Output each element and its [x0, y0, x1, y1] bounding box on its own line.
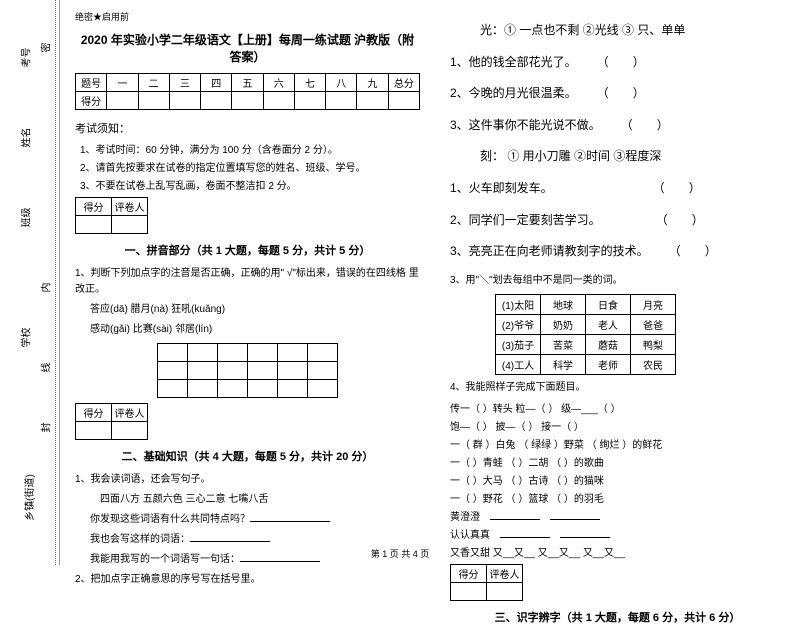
word-table: (1)太阳地球日食月亮 (2)爷爷奶奶老人爸爸 (3)茄子苦菜蘑菇鸭梨 (4)工… [495, 294, 676, 375]
th-6: 六 [263, 74, 294, 92]
seal-label-2: 线 [38, 363, 53, 373]
fill-5: 一（ ）大马 （ ）古诗 （ ）的猫咪 [450, 472, 785, 487]
page-footer: 第 1 页 共 4 页 [0, 547, 800, 560]
th-num: 题号 [76, 74, 107, 92]
marking-table-2: 得分评卷人 [75, 403, 148, 440]
section-2-title: 二、基础知识（共 4 大题，每题 5 分，共计 20 分） [75, 448, 420, 464]
th-7: 七 [294, 74, 325, 92]
ke-2: 2、同学们一定要刻苦学习。（ ） [450, 210, 785, 232]
exam-title: 2020 年实验小学二年级语文【上册】每周一练试题 沪教版（附答案） [75, 31, 420, 65]
q2-1-a: 你发现这些词语有什么共同特点吗？ [75, 512, 420, 528]
left-column: 绝密★启用前 2020 年实验小学二年级语文【上册】每周一练试题 沪教版（附答案… [75, 10, 435, 555]
answer-grid [157, 343, 338, 398]
dotted-line [55, 0, 56, 565]
fill-7: 黄澄澄 [450, 508, 785, 523]
marking-table-1: 得分评卷人 [75, 197, 148, 234]
notice-1: 1、考试时间：60 分钟，满分为 100 分（含卷面分 2 分）。 [75, 141, 420, 156]
margin-label-4: 学校 [18, 328, 33, 348]
seal-label-1: 内 [38, 283, 53, 293]
binding-margin: 考号 姓名 班级 学校 乡镇(街道) 内 线 封 密 [0, 0, 60, 565]
seal-label-3: 封 [38, 423, 53, 433]
guang-1: 1、他的钱全部花光了。（ ） [450, 52, 785, 74]
th-9: 九 [357, 74, 388, 92]
fill-3: 一（ 群 ）白兔 （ 绿绿 ）野菜 （ 绚烂 ）的鲜花 [450, 436, 785, 451]
margin-label-5: 乡镇(街道) [21, 474, 36, 521]
marking-table-3: 得分评卷人 [450, 564, 523, 601]
q1-text: 1、判断下列加点字的注音是否正确，正确的用" √"标出来，错误的在四线格 里改正… [75, 266, 420, 298]
fill-6: 一（ ）野花 （ ）篮球 （ ）的羽毛 [450, 490, 785, 505]
th-5: 五 [232, 74, 263, 92]
th-total: 总分 [388, 74, 419, 92]
seal-label-4: 密 [38, 43, 53, 53]
margin-label-3: 班级 [18, 208, 33, 228]
q1-words2: 感动(gǎi) 比赛(sài) 邻居(lín) [75, 322, 420, 338]
notice-3: 3、不要在试卷上乱写乱画，卷面不整洁扣 2 分。 [75, 177, 420, 192]
q2-1-b: 我也会写这样的词语： [75, 532, 420, 548]
score-table: 题号 一 二 三 四 五 六 七 八 九 总分 得分 [75, 73, 420, 110]
notice-2: 2、请首先按要求在试卷的指定位置填写您的姓名、班级、学号。 [75, 159, 420, 174]
section-3-title: 三、识字辨字（共 1 大题，每题 6 分，共计 6 分） [450, 609, 785, 625]
section-1-title: 一、拼音部分（共 1 大题，每题 5 分，共计 5 分） [75, 242, 420, 258]
q4: 4、我能照样子完成下面题目。 [450, 380, 785, 396]
ke-def: 刻： ① 用小刀雕 ②时间 ③程度深 [450, 146, 785, 168]
q3: 3、用"＼"划去每组中不是同一类的词。 [450, 273, 785, 289]
fill-4: 一（ ）青蛙 （ ）二胡 （ ）的歌曲 [450, 454, 785, 469]
notice-title: 考试须知： [75, 120, 420, 136]
fill-2: 饱—（ ） 披—（ ） 接一（ ） [450, 418, 785, 433]
score-row-label: 得分 [76, 92, 107, 110]
th-2: 二 [138, 74, 169, 92]
th-4: 四 [201, 74, 232, 92]
ke-3: 3、亮亮正在向老师请教刻字的技术。（ ） [450, 241, 785, 263]
q2-1-words: 四面八方 五颜六色 三心二意 七嘴八舌 [75, 492, 420, 508]
q2-1: 1、我会读词语，还会写句子。 [75, 472, 420, 488]
q1-words1: 答应(dā) 腊月(nà) 狂吼(kuǎng) [75, 302, 420, 318]
guang-2: 2、今晚的月光很温柔。（ ） [450, 83, 785, 105]
ke-1: 1、火车即刻发车。（ ） [450, 178, 785, 200]
q2-2: 2、把加点字正确意思的序号写在括号里。 [75, 572, 420, 588]
fill-8: 认认真真 [450, 526, 785, 541]
guang-def: 光：① 一点也不剩 ②光线 ③ 只、单单 [450, 20, 785, 42]
fill-1: 传一（ ）转头 粒—（ ） 级—___（ ） [450, 400, 785, 415]
secret-label: 绝密★启用前 [75, 10, 420, 23]
th-8: 八 [326, 74, 357, 92]
th-3: 三 [169, 74, 200, 92]
margin-label-2: 姓名 [18, 128, 33, 148]
th-1: 一 [107, 74, 138, 92]
right-column: 光：① 一点也不剩 ②光线 ③ 只、单单 1、他的钱全部花光了。（ ） 2、今晚… [435, 10, 785, 555]
guang-3: 3、这件事你不能光说不做。（ ） [450, 115, 785, 137]
margin-label-1: 考号 [18, 48, 33, 68]
